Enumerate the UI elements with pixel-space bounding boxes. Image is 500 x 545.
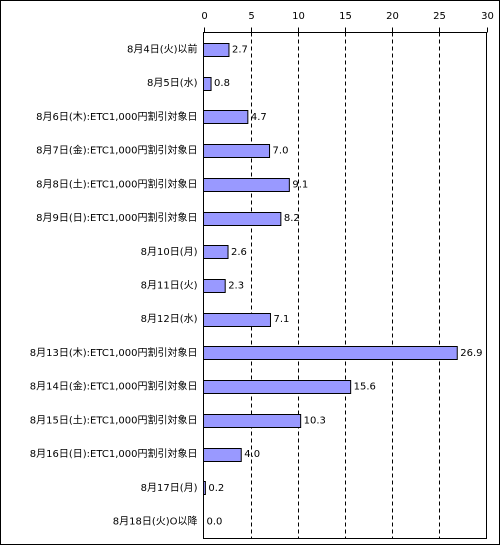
bar [203, 414, 302, 428]
x-axis: 0 5 10 15 20 25 30 [201, 11, 494, 33]
value-label: 2.3 [228, 281, 244, 292]
value-label: 7.0 [273, 146, 289, 157]
value-label: 2.6 [231, 247, 247, 258]
bar [203, 380, 352, 394]
category-label: 8月9日(日):ETC1,000円割引対象日 [36, 211, 197, 224]
x-tick-label: 30 [481, 11, 494, 22]
category-label: 8月14日(金):ETC1,000円割引対象日 [30, 380, 198, 393]
category-label: 8月7日(金):ETC1,000円割引対象日 [36, 144, 197, 157]
bar [203, 178, 290, 192]
value-label: 0.0 [207, 517, 223, 528]
value-label: 0.2 [208, 483, 224, 494]
category-label: 8月11日(火) [141, 280, 198, 292]
category-label: 8月4日(火)以前 [127, 42, 198, 55]
category-label: 8月15日(土):ETC1,000円割引対象日 [30, 413, 198, 426]
value-label: 26.9 [460, 348, 482, 359]
value-label: 7.1 [273, 314, 289, 325]
bar [203, 245, 229, 259]
value-label: 8.2 [284, 213, 300, 224]
category-label: 8月12日(水) [141, 313, 198, 325]
x-tick-label: 15 [339, 11, 352, 22]
bar [203, 279, 226, 293]
bar [203, 77, 212, 91]
category-label: 8月13日(木):ETC1,000円割引対象日 [30, 346, 198, 359]
category-labels: 8月4日(火)以前 8月5日(水) 8月6日(木):ETC1,000円割引対象日 8月… [30, 42, 198, 527]
x-tick-label: 5 [248, 11, 254, 22]
bars [203, 43, 458, 495]
category-label: 8月17日(月) [141, 482, 198, 494]
category-label: 8月8日(土):ETC1,000円割引対象日 [36, 177, 197, 190]
bar [203, 212, 282, 226]
plot-area-border [203, 32, 487, 539]
x-tick-label: 20 [386, 11, 399, 22]
value-labels: 2.7 0.8 4.7 7.0 9.1 8.2 2.6 2.3 7.1 26.9 15.6 10.3 4… [207, 44, 483, 527]
bar [203, 43, 230, 57]
bar [203, 144, 271, 158]
x-tick-label: 10 [292, 11, 305, 22]
value-label: 15.6 [354, 382, 376, 393]
category-label: 8月10日(月) [141, 246, 198, 258]
bar [203, 313, 271, 327]
x-tick-label: 25 [433, 11, 446, 22]
value-label: 4.7 [251, 112, 267, 123]
bar [203, 110, 249, 124]
category-label: 8月6日(木):ETC1,000円割引対象日 [36, 110, 197, 123]
category-label: 8月5日(水) [147, 77, 198, 89]
value-label: 0.8 [214, 78, 230, 89]
value-label: 10.3 [304, 415, 326, 426]
category-label: 8月18日(火)O以降 [113, 515, 198, 528]
value-label: 2.7 [232, 44, 248, 55]
bar [203, 448, 242, 462]
x-tick-label: 0 [201, 11, 207, 22]
value-label: 9.1 [292, 179, 308, 190]
category-label: 8月16日(日):ETC1,000円割引対象日 [30, 447, 198, 460]
gridlines [251, 32, 440, 539]
value-label: 4.0 [244, 449, 260, 460]
bar [203, 346, 458, 360]
